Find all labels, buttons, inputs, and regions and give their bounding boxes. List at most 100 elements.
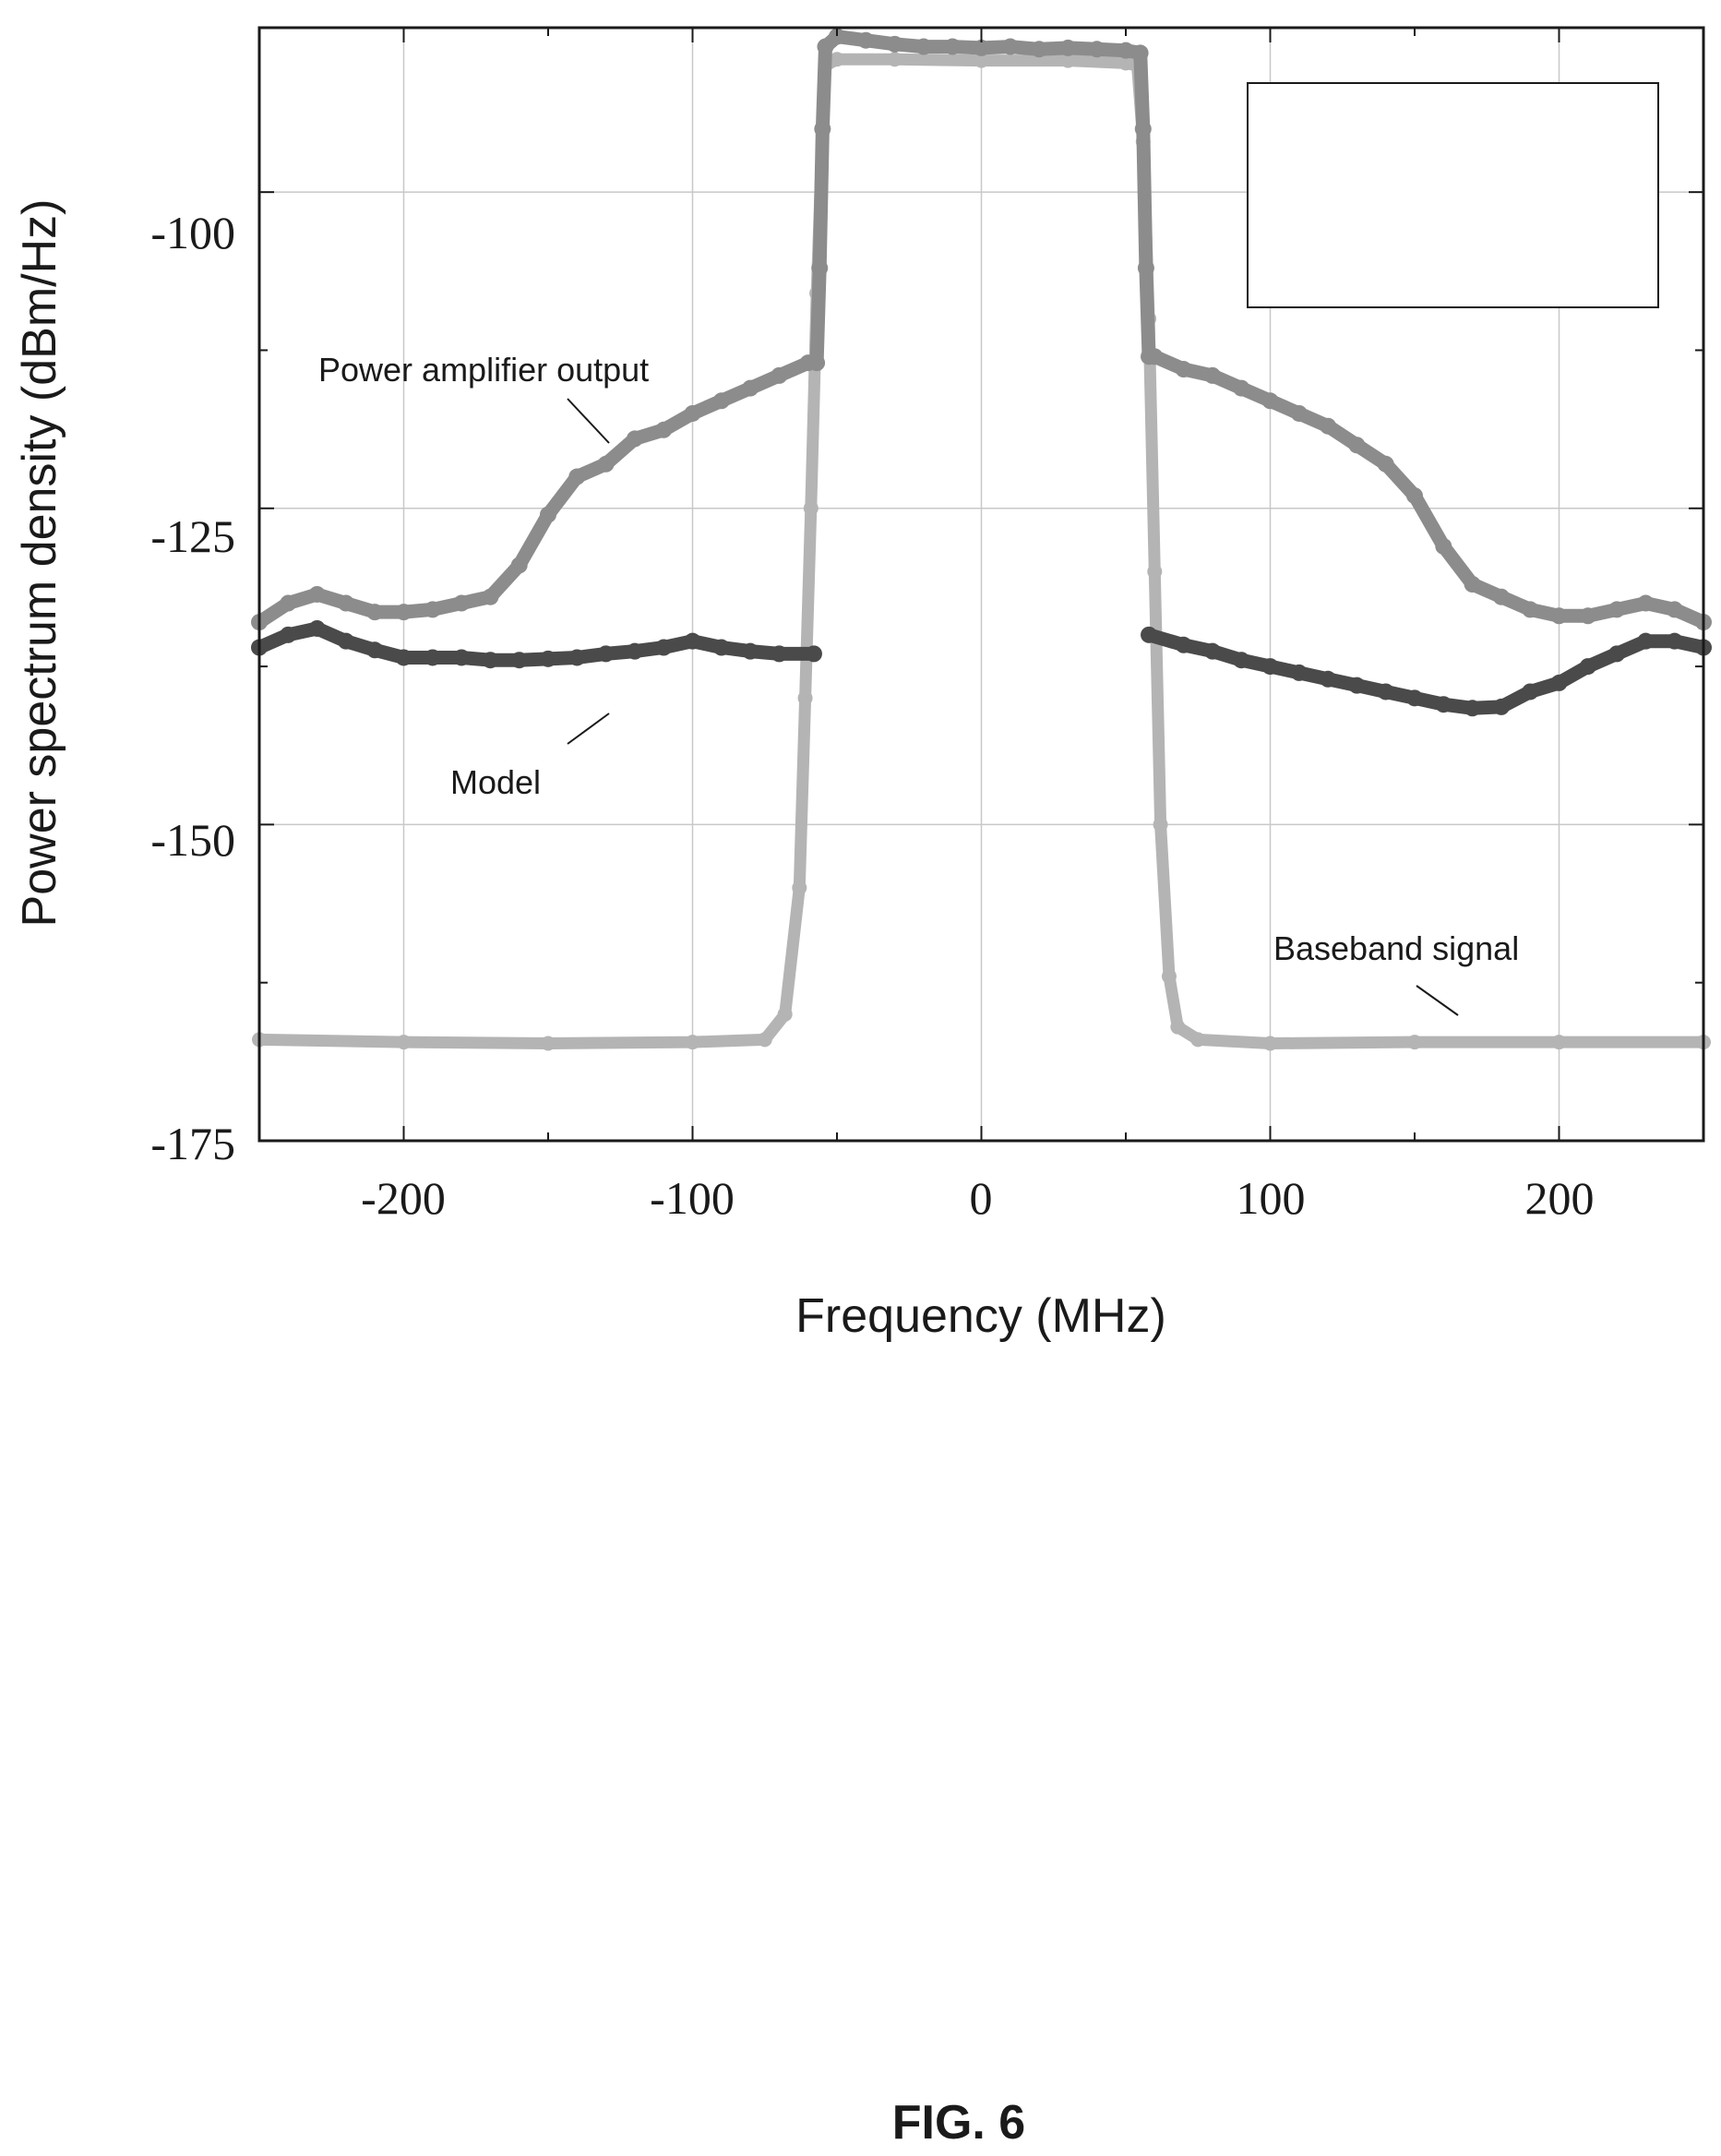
series-point-pa-output xyxy=(1134,120,1152,138)
series-point-pa-output xyxy=(1550,607,1568,625)
series-point-pa-output xyxy=(1059,39,1077,56)
series-point-pa-output xyxy=(626,430,643,448)
series-point-model xyxy=(1261,658,1279,676)
series-point-baseband xyxy=(1153,817,1168,832)
series-point-model xyxy=(366,641,384,659)
y-axis-title: Power spectrum density (dBm/Hz) xyxy=(13,199,66,928)
series-point-baseband xyxy=(777,1006,793,1022)
series-point-pa-output xyxy=(1464,576,1481,593)
series-point-pa-output xyxy=(1492,588,1510,605)
series-layer xyxy=(251,28,1712,1051)
series-point-pa-output xyxy=(684,404,701,422)
series-point-pa-output xyxy=(1175,361,1192,378)
series-point-pa-output xyxy=(808,354,826,372)
series-point-pa-output xyxy=(1348,437,1366,454)
series-point-pa-output xyxy=(1001,38,1019,55)
figure-label: FIG. 6 xyxy=(891,2096,1026,2150)
annotation-pa-output-leader xyxy=(567,398,610,444)
series-point-model xyxy=(1406,689,1423,707)
series-point-pa-output xyxy=(1435,537,1452,555)
series-point-baseband xyxy=(830,52,844,67)
series-point-pa-output xyxy=(1406,487,1423,505)
series-point-model xyxy=(626,642,643,660)
series-point-model xyxy=(1175,636,1192,653)
legend-box xyxy=(1247,82,1659,308)
series-point-model xyxy=(1435,696,1452,713)
series-point-pa-output xyxy=(1377,455,1394,473)
series-point-pa-output xyxy=(395,604,412,621)
series-point-baseband xyxy=(396,1035,412,1050)
y-tick-label: -100 xyxy=(150,207,235,258)
series-point-pa-output xyxy=(308,585,326,603)
series-point-model xyxy=(395,649,412,666)
series-point-pa-output xyxy=(914,38,932,55)
series-point-pa-output xyxy=(655,421,673,438)
annotation-baseband-leader xyxy=(1416,985,1459,1016)
series-point-pa-output xyxy=(742,379,759,397)
series-point-model xyxy=(805,645,822,663)
series-point-pa-output xyxy=(1290,404,1308,422)
series-point-model xyxy=(1377,683,1394,701)
y-tick-label: -125 xyxy=(150,510,235,562)
series-point-pa-output xyxy=(1522,601,1539,618)
series-point-pa-output xyxy=(366,604,384,621)
series-point-model xyxy=(1579,658,1596,676)
series-point-pa-output xyxy=(1203,366,1221,384)
series-point-model xyxy=(597,645,615,663)
series-point-pa-output xyxy=(814,120,831,138)
x-tick-label: 100 xyxy=(1237,1172,1306,1224)
series-point-pa-output xyxy=(1088,41,1106,58)
series-point-baseband xyxy=(757,1032,772,1048)
series-point-pa-output xyxy=(1117,42,1134,59)
series-point-model xyxy=(684,632,701,650)
series-point-pa-output xyxy=(510,557,528,574)
x-tick-label: -200 xyxy=(361,1172,446,1224)
series-point-model xyxy=(482,652,499,669)
series-point-pa-output xyxy=(280,594,297,612)
x-axis-title: Frequency (MHz) xyxy=(795,1289,1166,1343)
series-point-model xyxy=(1637,632,1655,650)
series-point-pa-output xyxy=(1579,607,1596,625)
series-point-pa-output xyxy=(1233,379,1250,397)
annotation-model: Model xyxy=(450,763,541,801)
series-point-baseband xyxy=(797,690,813,706)
annotation-model-leader xyxy=(567,713,610,745)
series-point-baseband xyxy=(541,1036,556,1051)
series-point-model xyxy=(1233,652,1250,669)
series-point-baseband xyxy=(974,53,989,68)
series-point-pa-output xyxy=(337,594,354,612)
series-point-baseband xyxy=(685,1035,700,1050)
series-point-pa-output xyxy=(1131,44,1149,62)
series-point-pa-output xyxy=(712,392,730,410)
series-point-pa-output xyxy=(886,35,903,53)
series-point-pa-output xyxy=(482,588,499,605)
y-tick-label: -150 xyxy=(150,814,235,866)
series-point-baseband xyxy=(1190,1032,1206,1048)
series-point-model xyxy=(1320,670,1337,688)
annotation-baseband: Baseband signal xyxy=(1273,929,1519,967)
series-point-model xyxy=(655,639,673,656)
series-point-pa-output xyxy=(1146,348,1164,365)
series-point-pa-output xyxy=(829,28,845,45)
series-point-model xyxy=(1522,683,1539,701)
series-point-pa-output xyxy=(811,259,829,277)
series-point-baseband xyxy=(1551,1035,1567,1050)
series-point-model xyxy=(742,642,759,660)
series-point-model xyxy=(337,632,354,650)
series-point-pa-output xyxy=(817,38,834,55)
series-point-baseband xyxy=(1147,564,1163,580)
series-point-pa-output xyxy=(973,39,990,56)
series-point-model xyxy=(771,645,788,663)
series-point-model xyxy=(1203,642,1221,660)
series-point-pa-output xyxy=(453,594,471,612)
series-point-baseband xyxy=(1170,1019,1186,1035)
y-tick-label: -175 xyxy=(150,1118,235,1169)
series-point-pa-output xyxy=(1637,594,1655,612)
series-point-model xyxy=(424,649,441,666)
series-point-pa-output xyxy=(944,38,962,55)
series-point-baseband xyxy=(887,52,902,67)
series-point-model xyxy=(712,639,730,656)
series-point-model xyxy=(1492,698,1510,715)
series-point-pa-output xyxy=(1137,259,1154,277)
